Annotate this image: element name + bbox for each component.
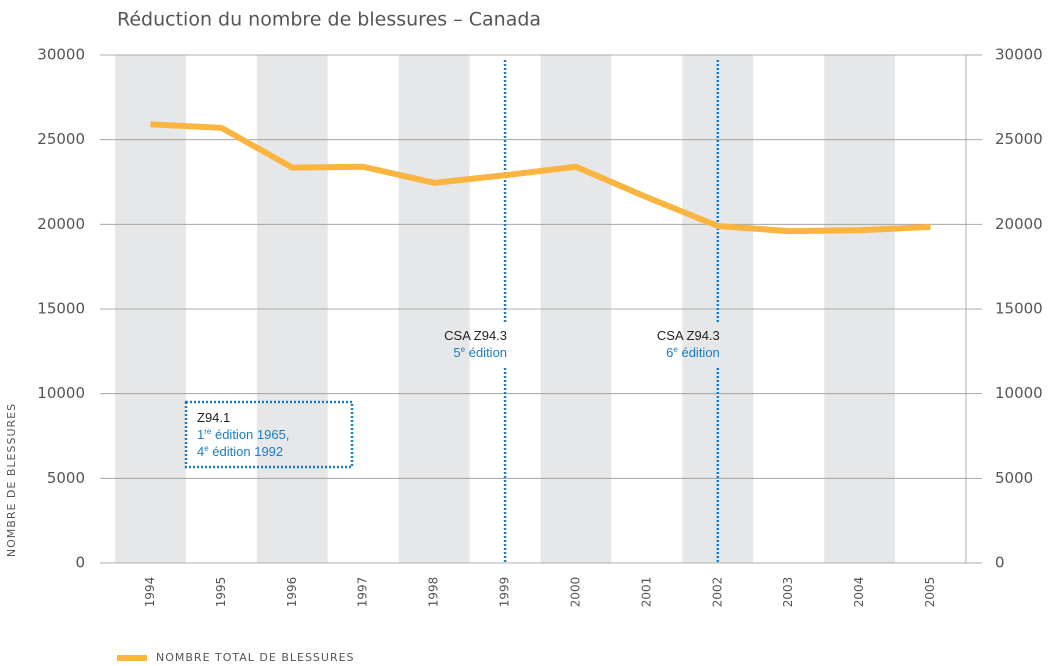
y-tick-label: 30000: [37, 46, 85, 64]
annotation-text-part: 5: [453, 345, 460, 360]
y2-tick-label: 25000: [995, 130, 1043, 148]
x-tick-label: 1995: [214, 577, 228, 608]
x-tick-label: 2003: [781, 577, 795, 608]
annotation-box: [184, 400, 354, 469]
annotation-text-part: CSA Z94.3: [444, 328, 507, 343]
y2-tick-label: 15000: [995, 300, 1043, 318]
annotation-text: Z94.1: [197, 410, 230, 425]
y2-tick-label: 30000: [995, 46, 1043, 64]
x-tick-label: 1998: [427, 577, 441, 608]
annotation-text-part: e: [461, 345, 466, 354]
annotation-text: 4e édition 1992: [197, 444, 283, 460]
annotation-text-part: Z94.1: [197, 410, 230, 425]
annotation-text-part: 6: [666, 345, 673, 360]
annotation-text-part: 1: [197, 427, 204, 442]
x-tick-label: 2004: [852, 577, 866, 608]
annotation-text-part: re: [204, 427, 212, 436]
y2-tick-label: 20000: [995, 215, 1043, 233]
x-tick-label: 2001: [639, 577, 653, 608]
annotation-text-part: 4: [197, 444, 204, 459]
y2-tick-label: 0: [995, 554, 1005, 572]
annotation-text-part: édition 1992: [209, 444, 283, 459]
x-tick-label: 2005: [923, 577, 937, 608]
x-tick-label: 1997: [356, 577, 370, 608]
annotation-text-part: CSA Z94.3: [657, 328, 720, 343]
annotation-text: CSA Z94.3: [657, 328, 720, 343]
annotation-text-part: e: [673, 345, 678, 354]
chart-title: Réduction du nombre de blessures – Canad…: [117, 9, 541, 31]
x-tick-label: 2000: [568, 577, 582, 608]
x-tick-label: 1996: [285, 577, 299, 608]
legend-label: NOMBRE TOTAL DE BLESSURES: [156, 651, 355, 664]
annotation-text: 5e édition: [453, 345, 507, 361]
y-tick-label: 5000: [47, 469, 85, 487]
series-line: [150, 121, 931, 235]
y-tick-label: 20000: [37, 215, 85, 233]
annotation-text-part: édition: [678, 345, 720, 360]
annotation-text: 1re édition 1965,: [197, 427, 289, 443]
y2-tick-label: 10000: [995, 384, 1043, 402]
x-tick-label: 1994: [143, 577, 157, 608]
y-tick-label: 15000: [37, 300, 85, 318]
annotation-text-part: édition 1965,: [211, 427, 289, 442]
annotation-text-part: édition: [465, 345, 507, 360]
annotation-text: CSA Z94.3: [444, 328, 507, 343]
y-axis-label: NOMBRE DE BLESSURES: [5, 403, 18, 557]
y-tick-label: 10000: [37, 384, 85, 402]
y2-tick-label: 5000: [995, 469, 1033, 487]
x-tick-label: 2002: [710, 577, 724, 608]
y-tick-label: 0: [75, 554, 85, 572]
annotation-text: 6e édition: [666, 345, 720, 361]
y-tick-label: 25000: [37, 130, 85, 148]
x-tick-label: 1999: [498, 577, 512, 608]
annotation-text-part: e: [204, 444, 209, 453]
